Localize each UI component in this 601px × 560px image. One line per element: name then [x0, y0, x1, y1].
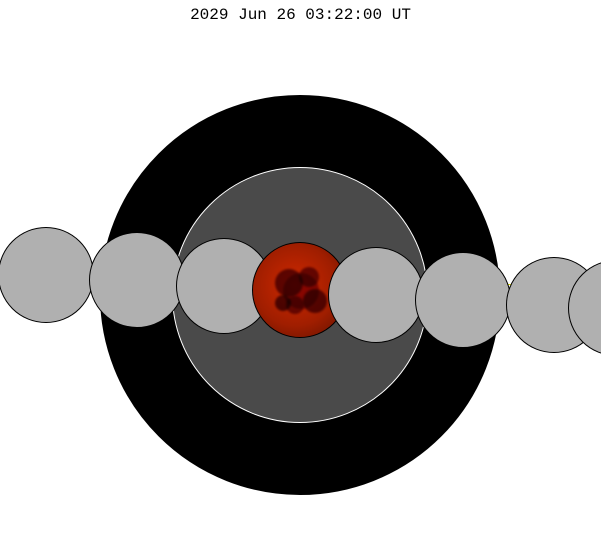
moon-phase	[89, 232, 185, 328]
moon-phase	[0, 227, 94, 323]
eclipse-diagram: 2029 Jun 26 03:22:00 UT	[0, 0, 601, 560]
moon-phase	[415, 252, 511, 348]
moon-mare	[283, 273, 319, 309]
diagram-title: 2029 Jun 26 03:22:00 UT	[0, 6, 601, 24]
moon-phase	[328, 247, 424, 343]
